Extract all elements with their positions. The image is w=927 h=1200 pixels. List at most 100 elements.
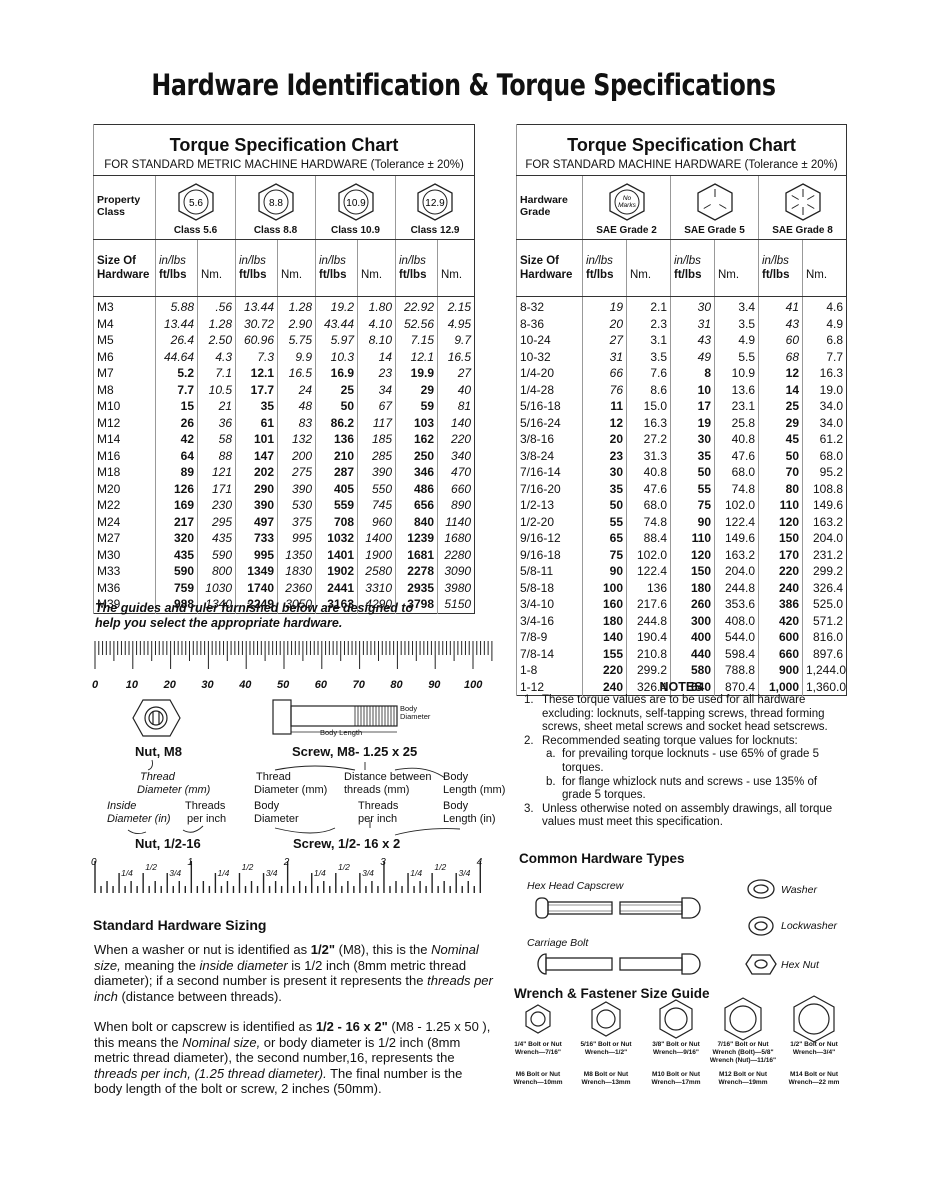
value-cell: 50 [670, 464, 715, 481]
value-cell: 3.4 [714, 296, 759, 316]
hex [696, 183, 733, 221]
grade-line [702, 204, 711, 209]
value-cell: 49 [670, 348, 715, 365]
value-cell: 88.4 [626, 530, 671, 547]
data-row: M8 7.7 10.5 17.7 24 25 34 29 40 [93, 381, 475, 398]
bolt-size: 7/16" Bolt or Nut [717, 1041, 769, 1048]
value-cell: 25 [315, 381, 358, 398]
value-cell: 14 [758, 381, 803, 398]
ruler-label: 60 [314, 679, 328, 691]
bolt-size: 1/4" Bolt or Nut [514, 1041, 562, 1048]
value-cell: 160 [582, 596, 627, 613]
value-cell: 240 [582, 678, 627, 696]
data-row: 5/16-24 12 16.3 19 25.8 29 34.0 [516, 414, 847, 431]
value-cell: 656 [395, 497, 438, 514]
wrench-size: Wrench—17mm [651, 1079, 701, 1086]
wrench-heading: Wrench & Fastener Size Guide [514, 986, 710, 1001]
nut-icon [132, 699, 181, 737]
value-cell: 162 [395, 431, 438, 448]
value-cell: 14 [357, 348, 396, 365]
value-cell: 420 [758, 612, 803, 629]
size-cell: M18 [93, 464, 156, 481]
data-row: 7/8-9 140 190.4 400 544.0 600 816.0 [516, 629, 847, 646]
bolt-size: M10 Bolt or Nut [651, 1071, 701, 1078]
class-name: Class 10.9 [331, 225, 380, 236]
torque-unit: ft/lbs [586, 269, 614, 281]
data-row: M10 15 21 35 48 50 67 59 81 [93, 398, 475, 415]
wrench-label: M12 Bolt or Nut Wrench—19mm [708, 1071, 778, 1087]
value-cell: 34 [357, 381, 396, 398]
table-subtitle: FOR STANDARD METRIC MACHINE HARDWARE (To… [104, 159, 464, 171]
diagram-label: Threads [358, 800, 399, 812]
class-cell: 10.9 Class 10.9 [315, 175, 396, 240]
title-row: Torque Specification Chart FOR STANDARD M… [92, 124, 475, 176]
torque-header: in/lbs ft/lbs [315, 239, 358, 297]
diagram-label: Diameter (mm) [137, 784, 211, 796]
data-row: 7/8-14 155 210.8 440 598.4 660 897.6 [516, 645, 847, 662]
value-cell: 3090 [436, 563, 475, 580]
value-cell: 200 [277, 447, 316, 464]
value-cell: 35 [235, 398, 278, 415]
value-cell: 52.56 [395, 315, 438, 332]
class-name: Class 5.6 [173, 225, 218, 236]
value-cell: 75 [582, 546, 627, 563]
data-row: 1-12 240 326.4 640 870.4 1,000 1,360.0 [516, 678, 847, 696]
data-row: 3/8-24 23 31.3 35 47.6 50 68.0 [516, 447, 847, 464]
sub-note: b. for flange whizlock nuts and screws - … [542, 776, 844, 803]
value-cell: 435 [155, 546, 198, 563]
data-row: M14 42 58 101 132 136 185 162 220 [93, 431, 475, 448]
value-cell: 890 [436, 497, 475, 514]
value-cell: 4.9 [714, 332, 759, 349]
value-cell: 3310 [357, 579, 396, 596]
value-cell: 43.44 [315, 315, 358, 332]
size-cell: 1-8 [516, 662, 583, 679]
torque-unit: ft/lbs [239, 269, 267, 281]
value-cell: 590 [197, 546, 236, 563]
value-cell: 64 [155, 447, 198, 464]
value-cell: 486 [395, 480, 438, 497]
value-cell: 86.2 [315, 414, 358, 431]
value-cell: 10 [670, 381, 715, 398]
value-cell: 43 [758, 315, 803, 332]
value-cell: 295 [197, 513, 236, 530]
data-row: 7/16-14 30 40.8 50 68.0 70 95.2 [516, 464, 847, 481]
wrench-size: Wrench—9/16" [653, 1049, 699, 1056]
size-header-line: Hardware [97, 269, 150, 281]
value-cell: 4.10 [357, 315, 396, 332]
table-title: Torque Specification Chart [567, 135, 796, 155]
value-cell: 244.8 [714, 579, 759, 596]
size-header-line: Size Of [520, 255, 559, 267]
value-cell: 390 [277, 480, 316, 497]
value-cell: 27 [436, 365, 475, 382]
value-cell: 8 [670, 365, 715, 382]
value-cell: 23 [357, 365, 396, 382]
value-cell: 2360 [277, 579, 316, 596]
value-cell: 1740 [235, 579, 278, 596]
value-cell: 27 [582, 332, 627, 349]
value-cell: 13.6 [714, 381, 759, 398]
ruler-label: 3/4 [265, 868, 278, 878]
ruler-label: 2 [283, 857, 290, 868]
value-cell: 759 [155, 579, 198, 596]
value-cell: 4290 [357, 596, 396, 613]
wrench-label: M6 Bolt or Nut Wrench—10mm [503, 1071, 573, 1087]
value-cell: 390 [357, 464, 396, 481]
size-cell: 8-32 [516, 296, 583, 316]
grade-line [790, 204, 799, 209]
value-cell: 81 [436, 398, 475, 415]
value-cell: 3.5 [626, 348, 671, 365]
sae-table: Torque Specification Chart FOR STANDARD M… [515, 124, 848, 696]
value-cell: 210.8 [626, 645, 671, 662]
value-cell: 15 [155, 398, 198, 415]
value-cell: 67 [357, 398, 396, 415]
diagram-label: Diameter (mm) [254, 784, 328, 796]
wrench-size: Wrench—1/2" [584, 1049, 628, 1056]
ruler-label: 3/4 [169, 868, 182, 878]
value-cell: 497 [235, 513, 278, 530]
value-cell: 13.44 [155, 315, 198, 332]
value-cell: 10.3 [315, 348, 358, 365]
value-cell: 326.4 [626, 678, 671, 696]
value-cell: 47.6 [626, 480, 671, 497]
text-run: threads per inch, (1.25 thread diameter)… [94, 1065, 327, 1081]
size-cell: M6 [93, 348, 156, 365]
